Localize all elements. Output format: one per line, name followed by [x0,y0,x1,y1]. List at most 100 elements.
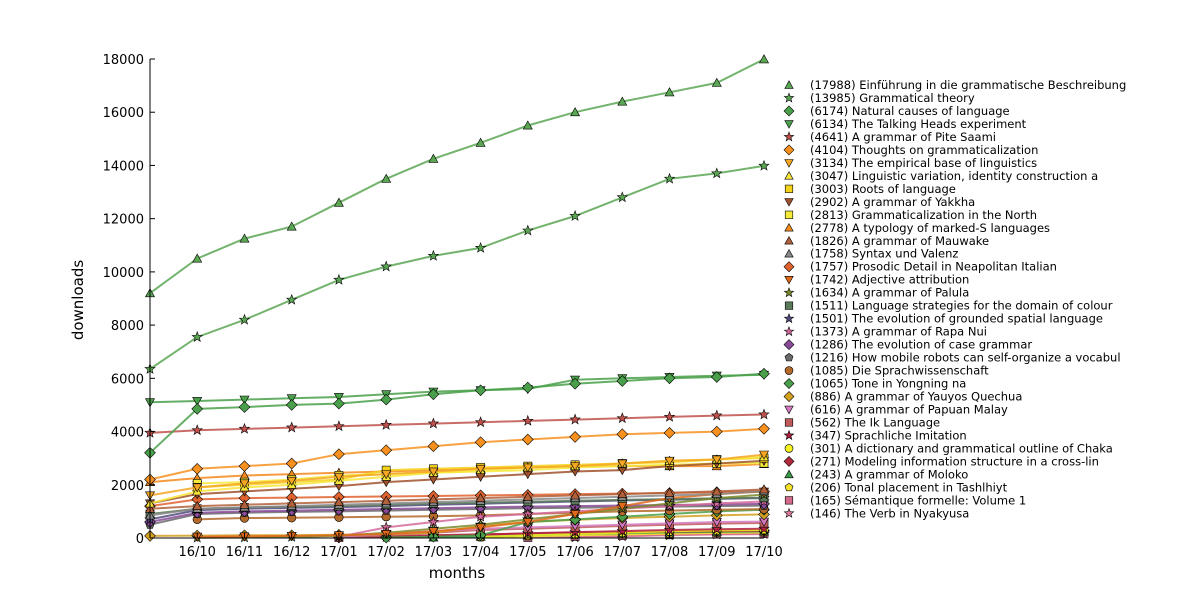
series-13 [144,484,770,513]
data-point [522,518,533,528]
legend-marker [784,353,794,362]
legend-item-31: (243) A grammar of Moloko [784,467,968,481]
data-point [758,408,770,420]
data-point [475,492,486,503]
data-point [427,417,440,429]
series-line [149,372,765,454]
series-line [149,164,765,370]
data-point [522,120,533,130]
series-line [338,500,765,538]
legend-label: (2778) A typology of marked-S languages [810,221,1050,235]
legend-item-6: (4104) Thoughts on grammaticalization [783,143,1038,157]
legend-label: (1216) How mobile robots can self-organi… [810,351,1121,365]
data-point [192,483,203,493]
data-point [191,462,204,475]
x-tick-label: 17/02 [367,545,404,560]
legend-marker [783,325,795,337]
x-tick-label: 17/06 [556,545,593,560]
legend-label: (1286) The evolution of case grammar [810,338,1032,352]
data-point [569,209,581,221]
legend-item-4: (6134) The Talking Heads experiment [784,117,1027,131]
data-point [663,172,676,184]
data-point [663,410,676,422]
data-point [522,414,534,426]
legend-item-25: (886) A grammar of Yauyos Quechua [783,390,1022,404]
x-tick-label: 17/01 [320,545,357,560]
series-line [149,453,765,497]
y-tick-label: 6000 [111,372,144,387]
x-tick-label: 17/10 [745,545,782,560]
series-line [149,488,765,510]
legend-label: (1758) Syntax und Valenz [810,247,958,261]
data-point [475,523,486,533]
data-point [286,476,297,486]
data-point [192,253,203,263]
data-point [474,416,487,428]
legend-item-22: (1216) How mobile robots can self-organi… [784,351,1121,365]
legend-item-10: (2902) A grammar of Yakkha [784,195,975,209]
data-point [569,377,581,390]
legend-item-13: (1826) A grammar of Mauwake [784,234,989,248]
data-point [333,420,345,432]
legend-label: (1634) A grammar of Palula [810,286,969,300]
data-point [758,159,770,171]
series-1 [144,54,770,298]
data-point [333,496,344,507]
legend-marker [784,198,794,207]
data-point [758,422,770,435]
legend-label: (4641) A grammar of Pite Saami [810,130,996,144]
data-point [663,372,676,385]
series-line [149,413,765,434]
legend-item-32: (206) Tonal placement in Tashlhiyt [784,480,1008,494]
data-point [428,153,439,163]
y-tick-label: 0 [136,532,144,547]
legend-item-3: (6174) Natural causes of language [783,104,1010,118]
legend-marker [783,92,795,103]
data-point [286,498,297,508]
y-tick-label: 4000 [111,426,144,441]
legend-item-7: (3134) The empirical base of linguistics [784,156,1037,170]
series-14 [144,486,770,520]
data-point [285,421,298,433]
legend-label: (1511) Language strategies for the domai… [810,299,1113,313]
data-point [475,464,486,474]
legend-label: (1742) Adjective attribution [810,273,969,287]
data-point [428,467,439,477]
legend-marker [784,444,794,453]
legend-marker [784,210,794,219]
legend-label: (3047) Linguistic variation, identity co… [810,169,1098,183]
data-point [522,224,534,236]
data-point [617,96,628,106]
data-point [474,436,487,449]
data-point [238,460,251,472]
series-line [149,58,765,295]
data-point [616,428,629,441]
data-point [191,331,204,343]
legend-marker [784,184,794,193]
data-point [570,462,581,472]
y-tick-label: 10000 [103,266,144,281]
legend-item-30: (271) Modeling information structure in … [783,454,1099,468]
data-point [710,167,723,179]
y-tick-label: 8000 [111,319,144,334]
legend-label: (243) A grammar of Moloko [810,467,968,481]
legend-marker [783,287,795,298]
legend-item-1: (17988) Einführung in die grammatische B… [784,78,1126,92]
x-axis-label: months [429,564,486,582]
legend-marker [784,275,794,285]
data-point [616,191,629,203]
data-point [286,394,297,404]
legend-marker [783,105,795,117]
legend-label: (1065) Tone in Yongning na [810,377,966,391]
legend-label: (886) A grammar of Yauyos Quechua [810,390,1022,404]
data-point [238,401,251,413]
data-point [664,456,675,466]
data-point [570,490,581,500]
legend-item-12: (2778) A typology of marked-S languages [784,221,1050,235]
legend-item-20: (1373) A grammar of Rapa Nui [783,325,987,339]
legend-marker [784,222,794,232]
legend-label: (1826) A grammar of Mauwake [810,234,989,248]
data-point [664,487,675,497]
y-tick-label: 12000 [103,213,144,228]
legend-marker [784,482,794,492]
